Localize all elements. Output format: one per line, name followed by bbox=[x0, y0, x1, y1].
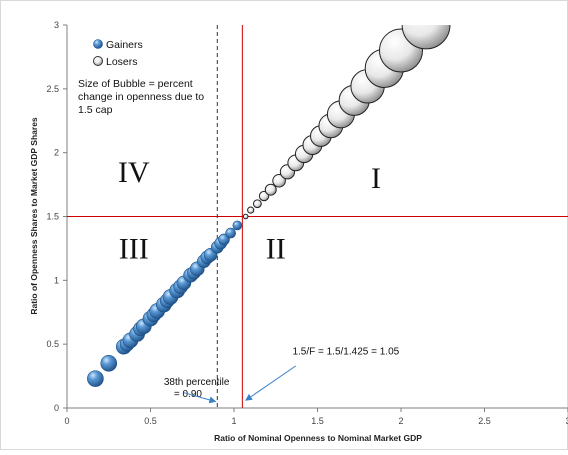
legend-losers-marker bbox=[93, 56, 103, 66]
x-axis-title: Ratio of Nominal Openness to Nominal Mar… bbox=[214, 433, 422, 443]
gainer-bubble bbox=[100, 355, 118, 372]
y-tick-label: 0.5 bbox=[46, 339, 59, 349]
legend-gainers-marker bbox=[93, 39, 103, 49]
y-tick-label: 1.5 bbox=[46, 212, 59, 222]
loser-bubble bbox=[242, 213, 249, 220]
x-tick-label: 0 bbox=[64, 416, 69, 426]
bubbles bbox=[87, 25, 451, 387]
annotation-text: 38th percentile bbox=[164, 377, 230, 388]
quadrant-label: I bbox=[371, 162, 381, 195]
gainer-bubble bbox=[225, 227, 236, 239]
loser-bubble bbox=[264, 183, 277, 196]
y-tick-label: 0 bbox=[54, 403, 59, 413]
legend: Gainers Losers bbox=[93, 39, 143, 68]
x-tick-label: 1 bbox=[231, 416, 236, 426]
y-tick-label: 2 bbox=[54, 148, 59, 158]
y-axis-title: Ratio of Openness Shares to Market GDP S… bbox=[29, 117, 39, 315]
loser-bubble bbox=[252, 199, 262, 209]
size-note-line-1: Size of Bubble = percent bbox=[78, 78, 193, 90]
reference-lines bbox=[67, 25, 568, 408]
quadrant-label: IV bbox=[118, 156, 150, 189]
annotation-arrow bbox=[183, 392, 217, 404]
gainer-bubble bbox=[232, 220, 243, 231]
x-tick-label: 1.5 bbox=[311, 416, 324, 426]
bubble-size-note: Size of Bubble = percent change in openn… bbox=[78, 78, 204, 116]
quadrant-label: III bbox=[119, 232, 149, 265]
quadrant-label: II bbox=[266, 232, 286, 265]
annotation-text: = 0.90 bbox=[174, 389, 203, 400]
annotation-cap-formula: 1.5/F = 1.5/1.425 = 1.05 bbox=[245, 346, 400, 401]
gainer-bubble bbox=[87, 370, 104, 387]
size-note-line-2: change in openness due to bbox=[78, 91, 204, 103]
loser-bubble bbox=[401, 25, 451, 50]
x-tick-label: 2.5 bbox=[478, 416, 491, 426]
gainer-bubble bbox=[218, 233, 230, 246]
x-tick-label: 2 bbox=[398, 416, 403, 426]
size-note-line-3: 1.5 cap bbox=[78, 104, 113, 116]
annotation-arrow bbox=[245, 365, 297, 401]
loser-bubble bbox=[247, 206, 255, 214]
annotation-percentile: 38th percentile= 0.90 bbox=[164, 377, 230, 404]
legend-losers-label: Losers bbox=[106, 56, 138, 68]
y-tick-label: 2.5 bbox=[46, 84, 59, 94]
axis-ticks: 0 0.5 1 1.5 2 2.5 3 0 0.5 1 1.5 2 2.5 3 bbox=[46, 20, 568, 426]
loser-bubble bbox=[272, 173, 286, 188]
y-tick-label: 3 bbox=[54, 20, 59, 30]
x-tick-label: 0.5 bbox=[144, 416, 157, 426]
legend-gainers-label: Gainers bbox=[106, 39, 143, 51]
y-tick-label: 1 bbox=[54, 275, 59, 285]
annotations: 38th percentile= 0.90 1.5/F = 1.5/1.425 =… bbox=[164, 346, 400, 404]
annotation-text: 1.5/F = 1.5/1.425 = 1.05 bbox=[292, 346, 399, 357]
x-tick-label: 3 bbox=[565, 416, 568, 426]
